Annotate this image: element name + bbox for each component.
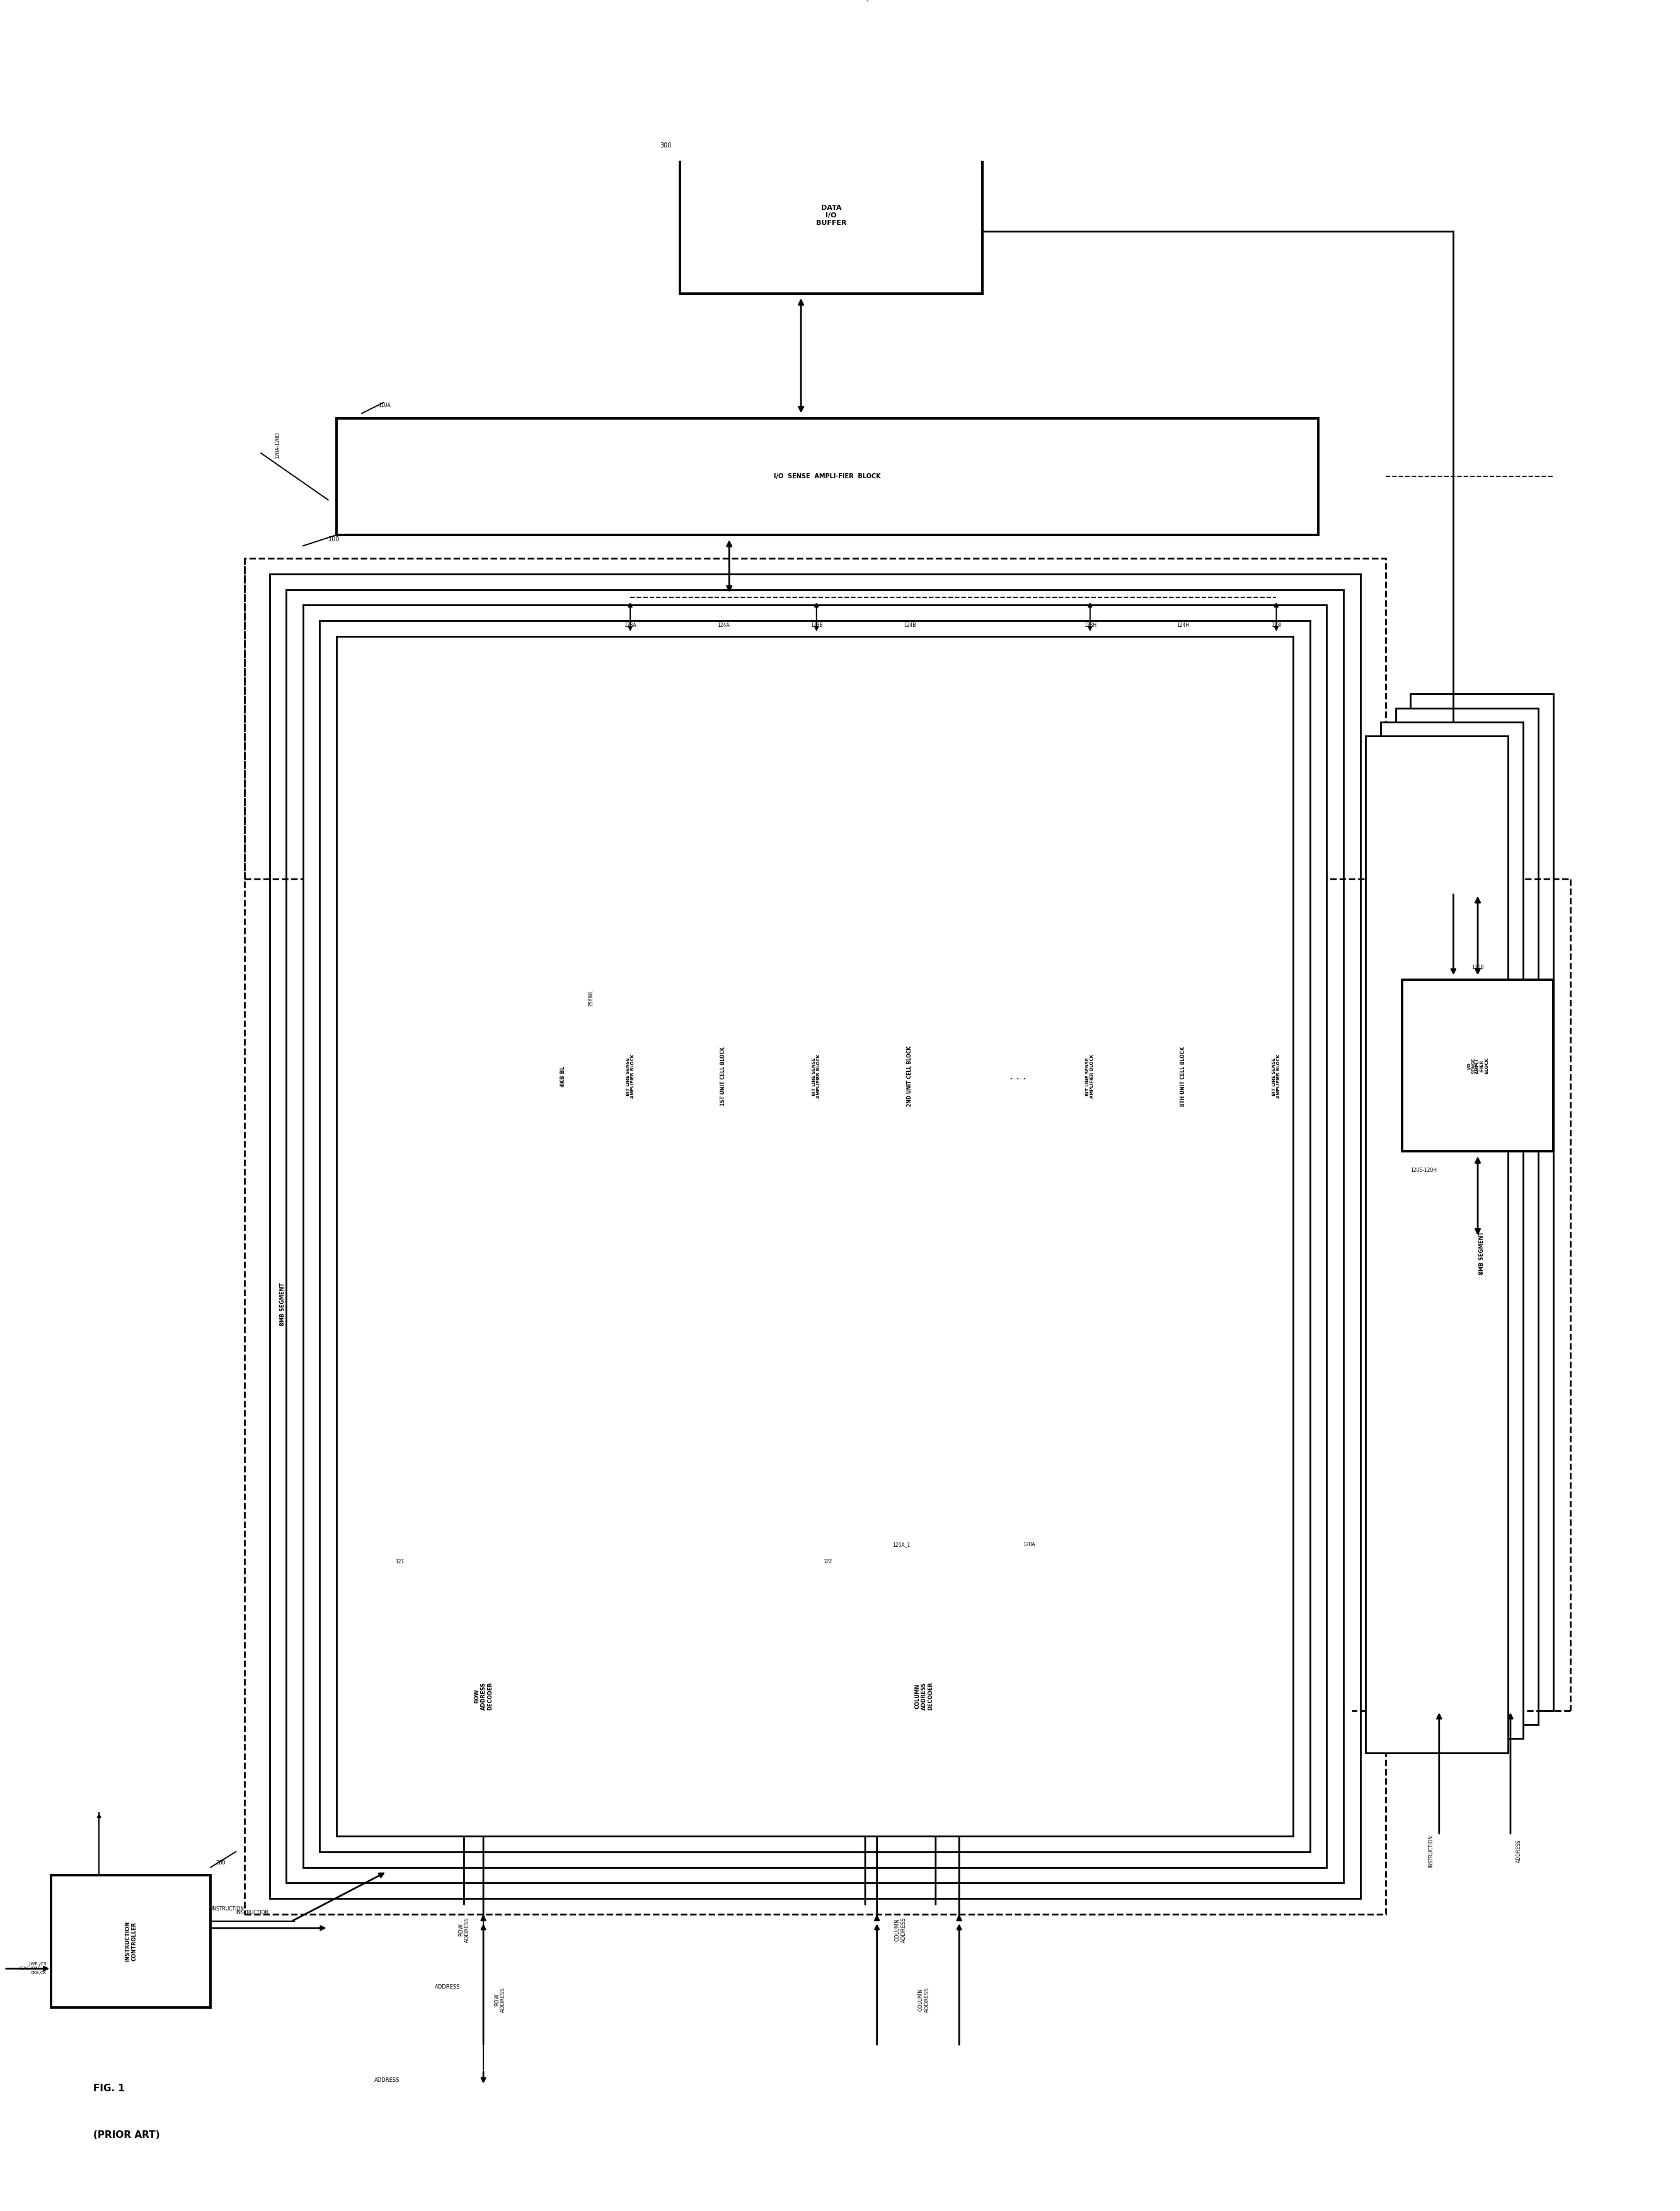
Text: 123I: 123I	[1272, 624, 1282, 628]
Text: 1ST UNIT CELL BLOCK: 1ST UNIT CELL BLOCK	[721, 1046, 726, 1106]
Bar	[302, 606, 1327, 1868]
Text: ADDRESS: ADDRESS	[435, 1983, 460, 1990]
Text: ADDRESS: ADDRESS	[375, 2078, 400, 2083]
Text: 8MB SEGMENT: 8MB SEGMENT	[281, 1282, 286, 1327]
Text: 8MB SEGMENT: 8MB SEGMENT	[1478, 1232, 1485, 1276]
Text: 121: 121	[395, 1559, 405, 1565]
Bar	[660, 637, 786, 1517]
Text: INSTRUCTION: INSTRUCTION	[235, 1910, 269, 1915]
Text: 4KB BL: 4KB BL	[559, 1066, 566, 1088]
Text: I/O  SENSE  AMPLI-FIER  BLOCK: I/O SENSE AMPLI-FIER BLOCK	[774, 473, 880, 480]
Text: 123H: 123H	[1084, 624, 1097, 628]
Text: 120E-120H: 120E-120H	[1411, 1167, 1436, 1174]
Bar	[791, 637, 842, 1517]
Text: COLUMN
ADDRESS: COLUMN ADDRESS	[894, 1917, 907, 1943]
Text: 122: 122	[823, 1559, 832, 1565]
Bar	[806, 1572, 1042, 1820]
Text: 2ND UNIT CELL BLOCK: 2ND UNIT CELL BLOCK	[907, 1046, 912, 1108]
Text: INSTRUCTION
CONTROLLER: INSTRUCTION CONTROLLER	[124, 1921, 138, 1961]
Text: ROW
ADDRESS: ROW ADDRESS	[459, 1917, 470, 1943]
Bar	[336, 418, 1319, 535]
Text: 300: 300	[660, 142, 672, 148]
Text: BIT LINE SENSE
AMPLIFIER BLOCK: BIT LINE SENSE AMPLIFIER BLOCK	[627, 1055, 635, 1099]
Bar	[1403, 979, 1554, 1152]
Bar	[244, 559, 1386, 1915]
Bar	[1366, 736, 1509, 1753]
Text: INSTRUCTION: INSTRUCTION	[1428, 1835, 1433, 1868]
Text: ROW
ADDRESS: ROW ADDRESS	[494, 1988, 506, 2012]
Text: 8TH UNIT CELL BLOCK: 8TH UNIT CELL BLOCK	[1181, 1046, 1186, 1106]
Text: 120A-120D: 120A-120D	[276, 431, 281, 458]
Bar	[286, 590, 1344, 1884]
Bar	[1121, 637, 1247, 1517]
Bar	[1411, 694, 1554, 1711]
Text: I/O
SENSE
AMPLI
-FIER
BLOCK: I/O SENSE AMPLI -FIER BLOCK	[1467, 1057, 1488, 1075]
Text: /WE,/CS
/CAS,/RAS,...
CKE,CK: /WE,/CS /CAS,/RAS,... CKE,CK	[18, 1963, 45, 1974]
Text: . . .: . . .	[1010, 1070, 1026, 1081]
Bar	[1396, 708, 1539, 1725]
Bar	[386, 1572, 580, 1820]
Bar	[847, 637, 973, 1517]
Text: 123A: 123A	[623, 624, 637, 628]
Text: BIT LINE SENSE
AMPLIFIER BLOCK: BIT LINE SENSE AMPLIFIER BLOCK	[1085, 1055, 1094, 1099]
Text: INSTRUCTION: INSTRUCTION	[212, 1906, 244, 1913]
Text: 123B: 123B	[810, 624, 823, 628]
Text: 200: 200	[215, 1859, 225, 1866]
Bar	[336, 637, 1294, 1835]
Bar	[605, 637, 655, 1517]
Text: BIT LINE SENSE
AMPLIFIER BLOCK: BIT LINE SENSE AMPLIFIER BLOCK	[813, 1055, 820, 1099]
Text: 110B: 110B	[1472, 964, 1483, 971]
Text: 124A: 124A	[717, 624, 729, 628]
Text: 120A_1: 120A_1	[892, 1541, 911, 1548]
Text: 110A: 110A	[378, 402, 391, 409]
Text: ADDRESS: ADDRESS	[1515, 1840, 1522, 1862]
Text: BIT LINE SENSE
AMPLIFIER BLOCK: BIT LINE SENSE AMPLIFIER BLOCK	[1272, 1055, 1280, 1099]
Text: 120A: 120A	[1023, 1541, 1035, 1548]
Bar	[1065, 637, 1116, 1517]
Bar	[319, 621, 1310, 1853]
Bar	[50, 1875, 210, 2008]
Bar	[680, 137, 983, 294]
Bar	[1381, 723, 1524, 1738]
Text: DATA INPUT
/OUTPUT: DATA INPUT /OUTPUT	[858, 0, 889, 4]
Text: DATA
I/O
BUFFER: DATA I/O BUFFER	[816, 206, 847, 226]
Text: 124B: 124B	[904, 624, 916, 628]
Text: 256WL: 256WL	[588, 991, 595, 1006]
Text: ROW
ADDRESS
DECODER: ROW ADDRESS DECODER	[474, 1683, 492, 1709]
Text: (PRIOR ART): (PRIOR ART)	[92, 2131, 160, 2140]
Bar	[1252, 637, 1302, 1517]
Text: FIG. 1: FIG. 1	[92, 2083, 124, 2094]
Text: COLUMN
ADDRESS
DECODER: COLUMN ADDRESS DECODER	[914, 1683, 934, 1709]
Text: COLUMN
ADDRESS: COLUMN ADDRESS	[917, 1988, 931, 2012]
Bar	[269, 575, 1361, 1899]
Text: 124H: 124H	[1178, 624, 1189, 628]
Text: 100: 100	[328, 537, 339, 542]
